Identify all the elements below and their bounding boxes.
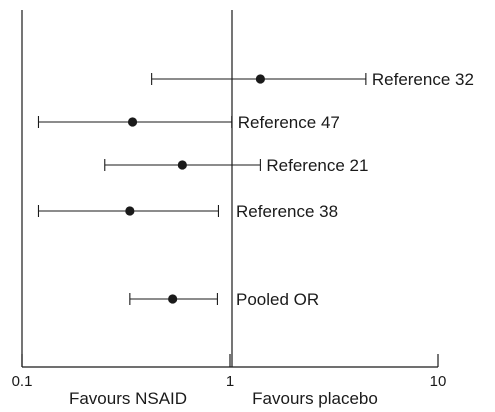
- study-label: Reference 38: [236, 202, 338, 221]
- study-label: Reference 32: [372, 70, 474, 89]
- point-estimate: [177, 160, 187, 170]
- point-estimate: [127, 117, 138, 127]
- study-label: Pooled OR: [236, 290, 319, 309]
- study-rows: Reference 32 Reference 47 Reference 21 Refe…: [37, 70, 474, 309]
- footer-label-left: Favours NSAID: [69, 389, 187, 408]
- study-row: Reference 21: [104, 156, 368, 175]
- point-estimate: [168, 294, 178, 304]
- study-label: Reference 21: [266, 156, 368, 175]
- study-row: Reference 32: [151, 70, 474, 89]
- study-label: Reference 47: [238, 113, 340, 132]
- study-row: Pooled OR: [129, 290, 319, 309]
- x-tick-label: 10: [430, 373, 447, 390]
- study-row: Reference 38: [37, 202, 338, 221]
- footer-label-right: Favours placebo: [252, 389, 378, 408]
- study-row: Reference 47: [37, 113, 340, 132]
- x-tick-label: 0.1: [12, 373, 33, 390]
- point-estimate: [125, 206, 135, 216]
- x-axis-ticks: 0.1 1 10: [12, 354, 447, 390]
- x-tick-label: 1: [226, 373, 234, 390]
- point-estimate: [255, 74, 265, 84]
